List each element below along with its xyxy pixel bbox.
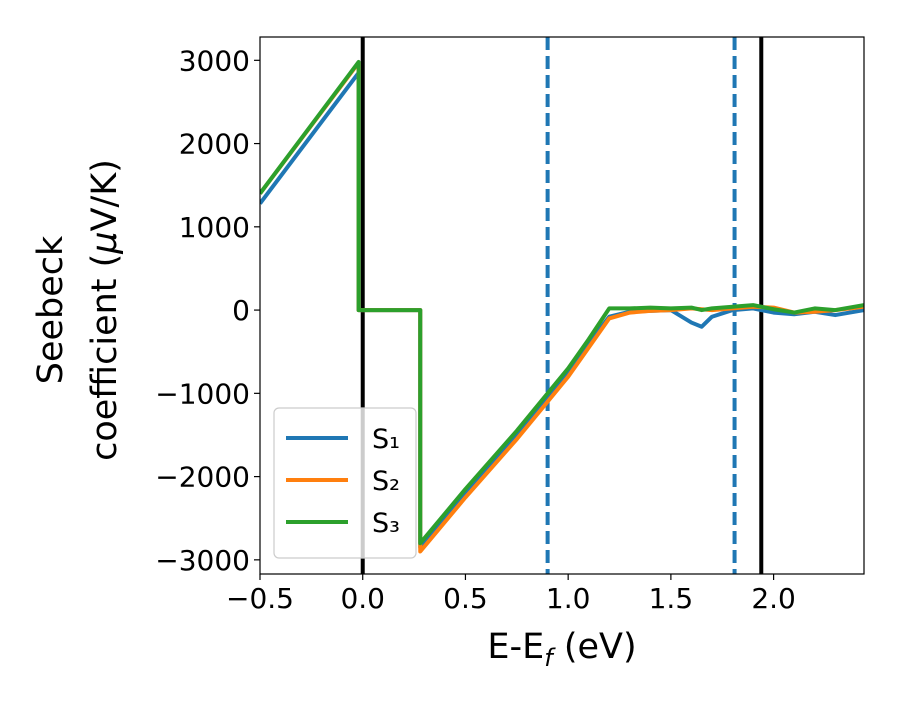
x-tick-label: 2.0 (751, 582, 796, 615)
y-axis-label: Seebeck coefficient (μV/K) (31, 159, 125, 461)
x-axis-label: E-Ef (eV) (487, 627, 636, 672)
ticks: −0.5 0.0 0.5 1.0 1.5 2.0 −3000 −2000 −1000 0 1000 2… (155, 44, 796, 615)
legend-label: S₃ (372, 508, 400, 539)
x-tick-label: 1.0 (546, 582, 591, 615)
legend: S₁ S₂ S₃ (273, 407, 417, 559)
y-tick-label: −1000 (155, 377, 250, 410)
y-tick-label: −3000 (155, 544, 250, 577)
y-tick-label: 3000 (179, 44, 250, 77)
y-label-line: Seebeck (31, 235, 71, 384)
plot-area (260, 37, 864, 574)
series-line (260, 59, 864, 546)
y-tick-label: 0 (232, 294, 250, 327)
y-label-part: μ (85, 231, 125, 254)
x-tick-label: 1.5 (649, 582, 694, 615)
y-tick-label: 2000 (179, 128, 250, 161)
legend-label: S₂ (372, 466, 400, 497)
x-tick-label: 0.5 (443, 582, 488, 615)
x-label-part: E-E (487, 627, 544, 667)
legend-label: S₁ (372, 424, 400, 455)
y-label-part: V/K) (85, 159, 125, 231)
y-label-line: coefficient (μV/K) (85, 159, 125, 461)
x-tick-label: 0.0 (340, 582, 385, 615)
y-label-part: coefficient ( (85, 254, 125, 461)
x-tick-label: −0.5 (226, 582, 294, 615)
axes-frame (259, 36, 865, 575)
y-tick-label: −2000 (155, 461, 250, 494)
y-tick-label: 1000 (179, 211, 250, 244)
x-label-part: (eV) (553, 627, 637, 667)
